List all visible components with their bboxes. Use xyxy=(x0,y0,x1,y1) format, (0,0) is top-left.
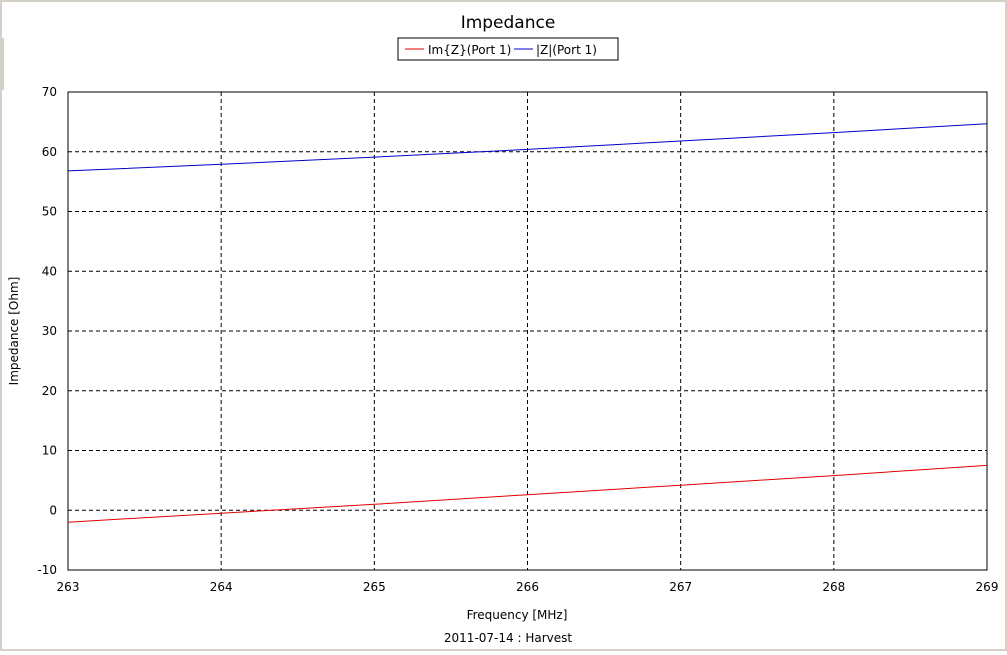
y-tick-label: -10 xyxy=(37,563,57,577)
window-border-right xyxy=(1005,0,1007,651)
x-tick-label: 264 xyxy=(210,580,233,594)
y-tick-label: 70 xyxy=(42,85,57,99)
x-tick-label: 268 xyxy=(822,580,845,594)
window-border-bottom xyxy=(0,649,1007,651)
y-tick-label: 10 xyxy=(42,444,57,458)
window-notch xyxy=(0,38,4,90)
axis-ticks: 263 264 265 266 267 268 269 70 60 50 40 30 20 10 0 -10 xyxy=(37,85,998,594)
footer-text: 2011-07-14 : Harvest xyxy=(444,631,572,645)
y-tick-label: 30 xyxy=(42,324,57,338)
x-tick-label: 269 xyxy=(976,580,999,594)
y-tick-label: 20 xyxy=(42,384,57,398)
x-tick-label: 263 xyxy=(57,580,80,594)
window-border-top xyxy=(0,0,1007,2)
y-tick-label: 40 xyxy=(42,264,57,278)
grid xyxy=(68,92,987,570)
y-tick-label: 0 xyxy=(49,503,57,517)
x-tick-label: 267 xyxy=(669,580,692,594)
series-line-abs-z xyxy=(67,123,988,172)
x-tick-label: 266 xyxy=(516,580,539,594)
y-tick-label: 60 xyxy=(42,145,57,159)
legend-label-im-z: Im{Z}(Port 1) xyxy=(428,43,511,57)
x-tick-label: 265 xyxy=(363,580,386,594)
chart-title: Impedance xyxy=(461,13,556,33)
legend-label-abs-z: |Z|(Port 1) xyxy=(536,43,597,57)
series-line-im-z xyxy=(67,464,988,523)
legend-box xyxy=(397,37,619,61)
y-tick-label: 50 xyxy=(42,205,57,219)
series-lines xyxy=(67,123,988,523)
y-axis-label: Impedance [Ohm] xyxy=(7,277,21,386)
window-border-left xyxy=(0,0,2,651)
legend: Im{Z}(Port 1) |Z|(Port 1) xyxy=(397,37,619,61)
x-axis-label: Frequency [MHz] xyxy=(467,608,568,622)
